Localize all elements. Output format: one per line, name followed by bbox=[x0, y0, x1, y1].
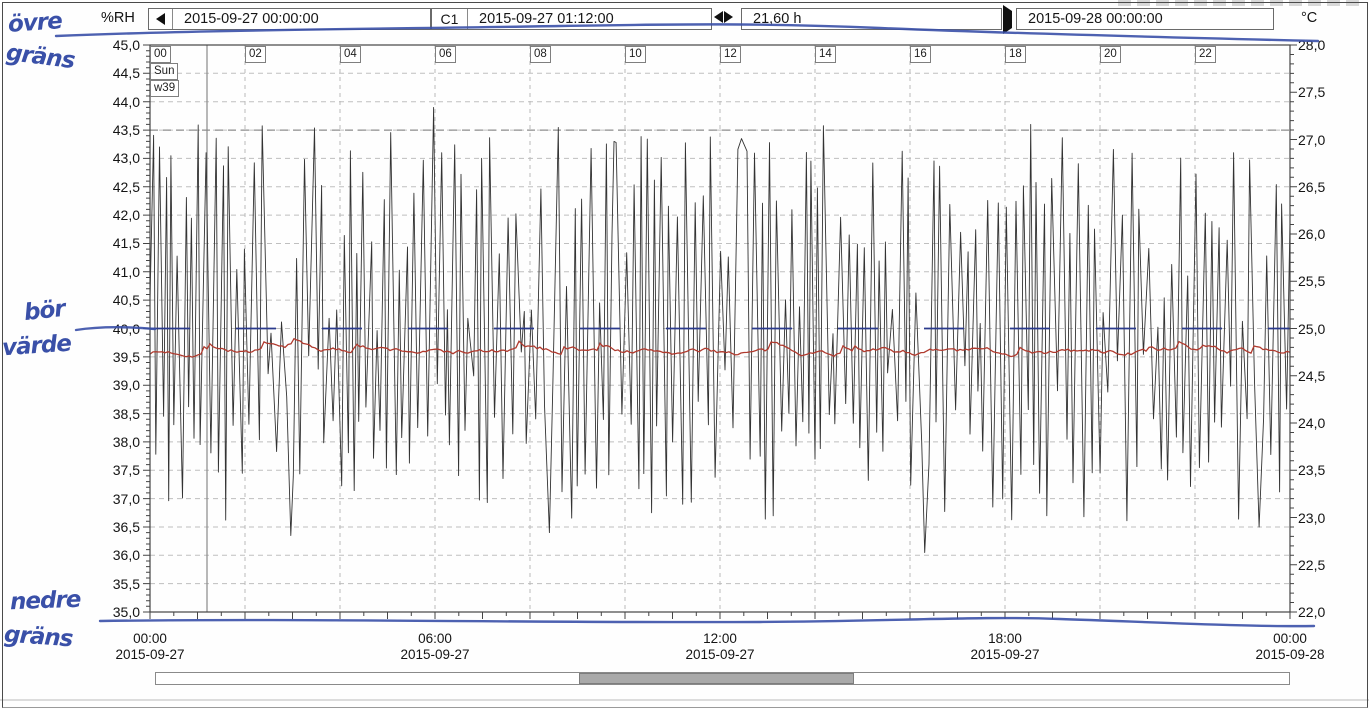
left-tick-label: 37,5 bbox=[112, 462, 140, 479]
x-axis-label: 12:00 2015-09-27 bbox=[685, 631, 755, 662]
left-tick-label: 41,5 bbox=[112, 235, 140, 252]
start-time-field[interactable]: 2015-09-27 00:00:00 bbox=[148, 8, 431, 30]
cursor-time-value: 2015-09-27 01:12:00 bbox=[479, 11, 614, 27]
top-hour-label: 22 bbox=[1195, 46, 1216, 63]
x-axis-label: 00:00 2015-09-28 bbox=[1255, 631, 1325, 662]
left-tick-label: 41,0 bbox=[112, 263, 140, 280]
time-scrollbar-track[interactable] bbox=[155, 672, 1290, 685]
left-tick-label: 42,0 bbox=[112, 207, 140, 224]
top-hour-label: 00 bbox=[150, 46, 171, 63]
right-arrow-icon bbox=[1003, 5, 1012, 34]
top-hour-label: 20 bbox=[1100, 46, 1121, 63]
end-time-field[interactable]: 2015-09-28 00:00:00 bbox=[1016, 8, 1274, 30]
right-tick-label: 22,5 bbox=[1298, 556, 1326, 573]
left-tick-label: 43,5 bbox=[112, 122, 140, 139]
left-tick-label: 44,5 bbox=[112, 65, 140, 82]
day-label: Sun bbox=[150, 63, 179, 80]
top-hour-label: 06 bbox=[435, 46, 456, 63]
left-tick-label: 35,5 bbox=[112, 575, 140, 592]
left-axis-unit-label: %RH bbox=[101, 10, 135, 26]
right-tick-label: 23,0 bbox=[1298, 509, 1326, 526]
left-tick-label: 37,0 bbox=[112, 490, 140, 507]
left-tick-label: 38,5 bbox=[112, 405, 140, 422]
right-tick-label: 26,5 bbox=[1298, 178, 1326, 195]
end-time-value: 2015-09-28 00:00:00 bbox=[1028, 11, 1163, 27]
chart-toolbar: %RH 2015-09-27 00:00:00 C1 2015-09-27 01… bbox=[0, 0, 1369, 36]
handwritten-setpoint-word2: värde bbox=[1, 330, 72, 362]
time-span-value: 21,60 h bbox=[753, 11, 802, 27]
prev-interval-button[interactable] bbox=[149, 9, 173, 29]
right-tick-label: 25,0 bbox=[1298, 320, 1326, 337]
top-hour-label: 04 bbox=[340, 46, 361, 63]
time-span-field[interactable]: 21,60 h bbox=[741, 8, 1002, 30]
right-axis-labels: 28,0 27,5 27,0 26,5 26,0 25,5 25,0 24,5 24,0 23,5… bbox=[1298, 0, 1368, 709]
cursor-label: C1 bbox=[432, 9, 468, 29]
left-tick-label: 35,0 bbox=[112, 604, 140, 620]
top-hour-label: 08 bbox=[530, 46, 551, 63]
top-hour-label: 02 bbox=[245, 46, 266, 63]
top-hour-label: 10 bbox=[625, 46, 646, 63]
right-tick-label: 24,5 bbox=[1298, 367, 1326, 384]
handwritten-lower-limit-word1: nedre bbox=[9, 586, 81, 616]
left-tick-label: 38,0 bbox=[112, 433, 140, 450]
left-tick-label: 39,5 bbox=[112, 348, 140, 365]
left-tick-label: 42,5 bbox=[112, 178, 140, 195]
x-axis-label: 18:00 2015-09-27 bbox=[970, 631, 1040, 662]
right-tick-label: 22,0 bbox=[1298, 604, 1326, 620]
top-hour-label: 12 bbox=[720, 46, 741, 63]
right-tick-label: 27,0 bbox=[1298, 131, 1326, 148]
right-tick-label: 25,5 bbox=[1298, 273, 1326, 290]
start-time-value: 2015-09-27 00:00:00 bbox=[184, 11, 319, 27]
x-axis-label: 00:00 2015-09-27 bbox=[115, 631, 185, 662]
time-scrollbar-thumb[interactable] bbox=[579, 673, 854, 684]
left-tick-label: 36,5 bbox=[112, 518, 140, 535]
handwritten-upper-limit-word1: övre bbox=[7, 8, 63, 38]
left-tick-label: 36,0 bbox=[112, 547, 140, 564]
top-hour-label: 18 bbox=[1005, 46, 1026, 63]
left-tick-label: 40,5 bbox=[112, 292, 140, 309]
cursor-time-field[interactable]: C1 2015-09-27 01:12:00 bbox=[431, 8, 712, 30]
handwritten-lower-limit-word2: gräns bbox=[3, 621, 74, 653]
week-label: w39 bbox=[150, 80, 180, 97]
left-tick-label: 43,0 bbox=[112, 150, 140, 167]
right-tick-label: 27,5 bbox=[1298, 84, 1326, 101]
x-axis-label: 06:00 2015-09-27 bbox=[400, 631, 470, 662]
right-axis-unit-label: °C bbox=[1301, 10, 1318, 26]
right-tick-label: 24,0 bbox=[1298, 415, 1326, 431]
left-arrow-icon bbox=[156, 13, 165, 25]
handwritten-setpoint-word1: bör bbox=[22, 295, 66, 327]
scan-edge-shadow bbox=[0, 699, 1369, 701]
right-arrow-icon bbox=[724, 11, 733, 23]
span-adjust-button[interactable] bbox=[714, 11, 733, 23]
right-tick-label: 26,0 bbox=[1298, 226, 1326, 242]
left-tick-label: 39,0 bbox=[112, 377, 140, 394]
right-tick-label: 23,5 bbox=[1298, 462, 1326, 479]
next-interval-button[interactable] bbox=[1003, 5, 1012, 34]
top-hour-label: 14 bbox=[815, 46, 836, 63]
top-hour-label: 16 bbox=[910, 46, 931, 63]
top-hour-labels: Sun w39 00 02 04 06 08 10 12 14 16 18 20 22 bbox=[0, 0, 1369, 120]
scan-artifact-text bbox=[1118, 0, 1364, 6]
left-tick-label: 44,0 bbox=[112, 93, 140, 110]
left-arrow-icon bbox=[714, 11, 723, 23]
